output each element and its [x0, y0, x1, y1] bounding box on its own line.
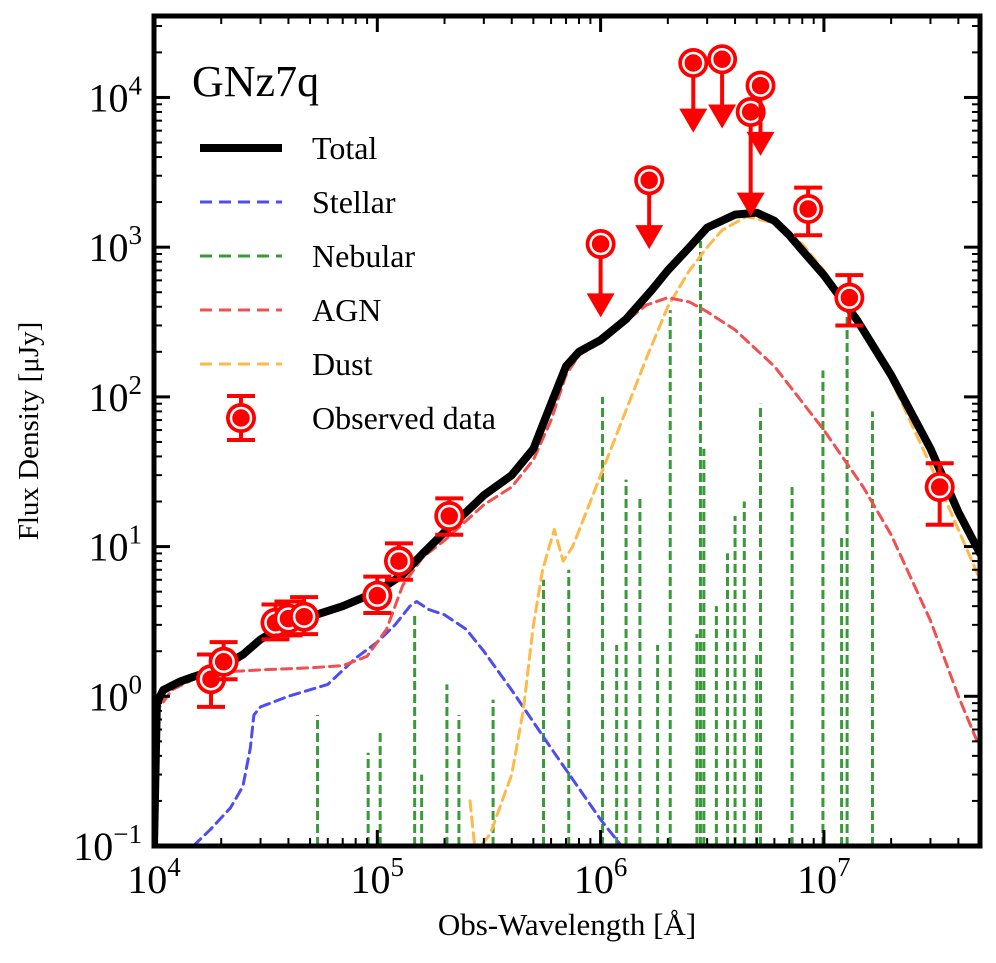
marker-ring: [796, 197, 820, 221]
x-tick-label: 106: [574, 852, 628, 902]
upper-limit-arrow: [635, 225, 664, 250]
upper-limit-point: [735, 96, 766, 217]
upper-limit-point: [585, 228, 616, 318]
upper-limit-point: [745, 70, 776, 156]
legend-item-total: Total: [200, 130, 377, 166]
series-dust: [468, 215, 980, 846]
observed-data-point: [434, 496, 465, 537]
legend-item-stellar: Stellar: [200, 184, 396, 220]
observed-data-point: [362, 574, 393, 616]
marker-ring: [366, 584, 389, 607]
legend-item-dust: Dust: [200, 346, 373, 382]
legend-label: Observed data: [312, 400, 496, 436]
legend-label: Total: [312, 130, 377, 166]
legend-marker-ring: [229, 406, 253, 430]
series-total: [154, 208, 980, 846]
observed-data-point: [289, 595, 320, 637]
legend-label: AGN: [312, 292, 381, 328]
y-tick-label: 104: [89, 70, 143, 120]
marker-ring: [749, 74, 772, 97]
marker-ring: [928, 475, 951, 499]
marker-ring: [387, 549, 411, 573]
upper-limit-arrow: [586, 293, 615, 318]
upper-limit-arrow: [679, 108, 708, 133]
observed-data-point: [383, 541, 414, 582]
x-tick-label: 105: [351, 852, 405, 902]
marker-ring: [212, 650, 235, 674]
y-axis-label: Flux Density [μJy]: [13, 322, 45, 541]
legend-label: Nebular: [312, 238, 415, 274]
y-tick-label: 101: [89, 520, 143, 570]
marker-ring: [682, 51, 705, 75]
y-tick-label: 102: [89, 370, 143, 420]
observed-data-point: [793, 185, 824, 238]
upper-limit-point: [634, 165, 665, 250]
legend-label: Stellar: [312, 184, 396, 220]
upper-limit-point: [707, 44, 738, 129]
chart-title: GNz7q: [192, 57, 319, 106]
upper-limit-arrow: [736, 192, 765, 217]
legend-label: Dust: [312, 346, 373, 382]
legend-item-observed-data: Observed data: [226, 394, 496, 442]
marker-ring: [589, 232, 612, 256]
upper-limit-point: [678, 47, 709, 133]
x-axis-label: Obs-Wavelength [Å]: [438, 907, 696, 942]
plot-frame: [151, 13, 983, 849]
observed-data-point: [834, 273, 865, 328]
marker-ring: [292, 605, 316, 628]
marker-ring: [710, 47, 734, 71]
x-tick-label: 107: [797, 852, 851, 902]
y-tick-label: 10−1: [73, 819, 142, 869]
legend-item-nebular: Nebular: [200, 238, 415, 274]
marker-ring: [438, 504, 461, 528]
observed-data-point: [208, 640, 239, 682]
series-agn: [154, 296, 980, 750]
y-tick-label: 103: [89, 220, 143, 270]
marker-ring: [838, 286, 861, 309]
upper-limit-arrow: [708, 104, 737, 129]
y-tick-label: 100: [89, 669, 143, 719]
x-tick-label: 104: [127, 852, 181, 902]
marker-ring: [637, 168, 661, 192]
upper-limit-arrow: [746, 131, 775, 156]
observed-data-point: [924, 461, 955, 527]
legend-item-agn: AGN: [200, 292, 381, 328]
